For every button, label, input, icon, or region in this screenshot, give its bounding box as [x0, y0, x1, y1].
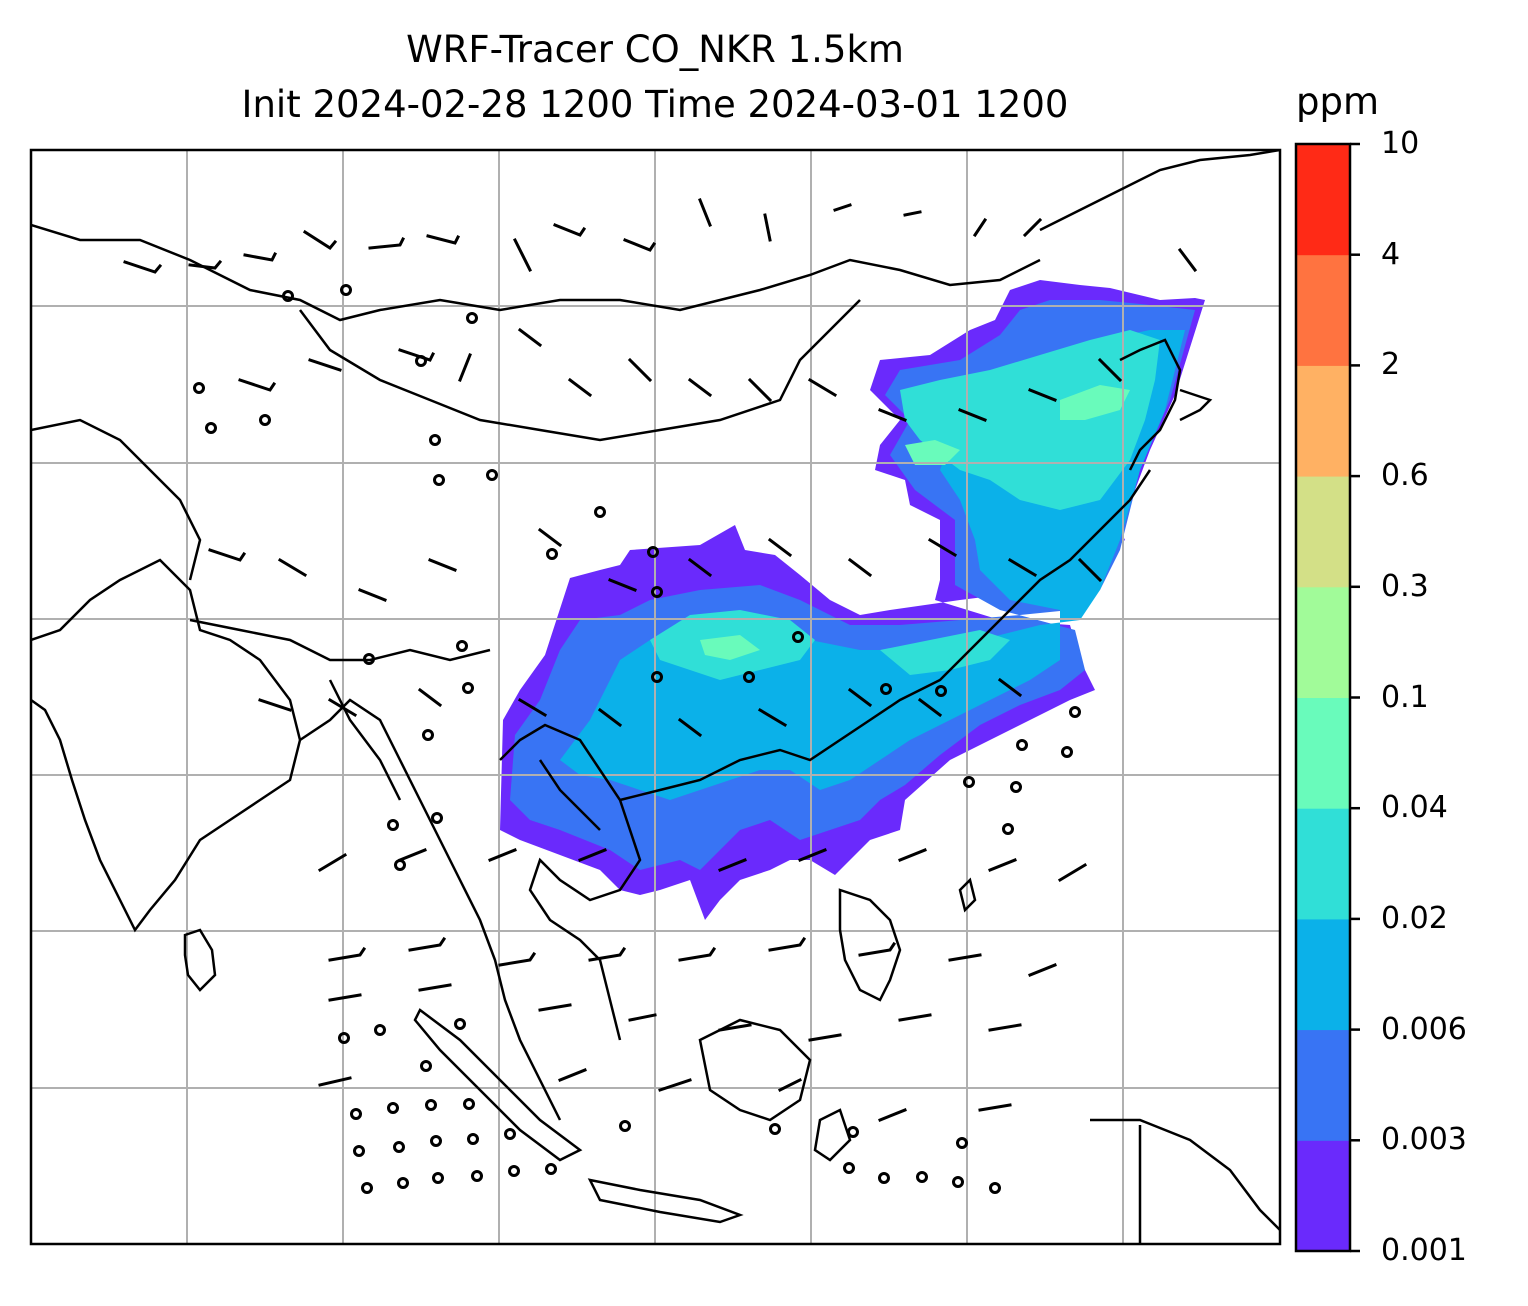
colorbar-segment: [1296, 144, 1350, 256]
colorbar-tick-label: 0.3: [1381, 568, 1429, 604]
coast-india: [31, 558, 302, 933]
calm-circles: [193, 284, 1081, 1194]
colorbar-tick-label: 0.006: [1381, 1011, 1467, 1047]
tracer-plume: [500, 280, 1205, 920]
colorbar: [1294, 142, 1360, 1253]
colorbar-tick-label: 2: [1381, 347, 1401, 383]
plume-level-0.04: [700, 385, 1130, 660]
coast-borneo: [698, 1018, 812, 1122]
coast-russia-north: [1039, 150, 1280, 232]
colorbar-segment: [1296, 697, 1350, 809]
colorbar-unit-label: ppm: [1296, 80, 1380, 123]
map-plot-area: [31, 150, 1280, 1244]
colorbar-tick-label: 0.02: [1381, 900, 1448, 936]
colorbar-tick-label: 0.003: [1381, 1122, 1467, 1158]
coast-bay-of-bengal: [299, 698, 562, 1121]
wind-barbs: [123, 198, 1198, 1122]
coastlines: [31, 150, 1280, 1244]
colorbar-segment: [1296, 476, 1350, 588]
coast-srilanka: [183, 928, 217, 992]
coast-japan: [1179, 388, 1213, 422]
border-china-north: [31, 223, 1041, 322]
coast-indochina: [499, 723, 642, 1041]
colorbar-segment: [1296, 365, 1350, 477]
coast-sumatra: [413, 1008, 583, 1162]
border-myanmar: [328, 679, 402, 801]
coast-java: [587, 1178, 744, 1224]
colorbar-tick-label: 10: [1381, 126, 1420, 161]
colorbar-tick-label: 0.6: [1381, 458, 1429, 494]
colorbar-tick-label: 0.04: [1381, 790, 1448, 826]
plume-level-0.02: [650, 330, 1160, 680]
map-frame: [29, 148, 1282, 1246]
coast-philippines: [838, 888, 902, 1002]
map-title-line1: WRF-Tracer CO_NKR 1.5km: [406, 28, 904, 71]
coast-korea: [1119, 338, 1182, 471]
coast-sulawesi: [813, 1108, 852, 1162]
coast-taiwan: [958, 877, 977, 913]
colorbar-segment: [1296, 808, 1350, 920]
colorbar-tick-label: 4: [1381, 236, 1401, 272]
colorbar-segment: [1296, 254, 1350, 366]
colorbar-segment: [1296, 1140, 1350, 1252]
colorbar-tick-label: 0.1: [1381, 679, 1429, 715]
map-title-line2: Init 2024-02-28 1200 Time 2024-03-01 120…: [241, 83, 1069, 126]
border-mongolia: [299, 299, 861, 442]
colorbar-segment: [1296, 1029, 1350, 1141]
colorbar-segment: [1296, 586, 1350, 698]
colorbar-tick-label: 0.001: [1381, 1233, 1467, 1268]
coast-china-south: [619, 469, 1152, 802]
border-laos-vietnam: [538, 759, 601, 831]
border-central-asia: [31, 418, 202, 581]
border-himalaya: [189, 618, 491, 662]
colorbar-segment: [1296, 918, 1350, 1031]
gridlines: [31, 150, 1280, 1244]
coast-new-guinea: [1090, 1118, 1280, 1231]
